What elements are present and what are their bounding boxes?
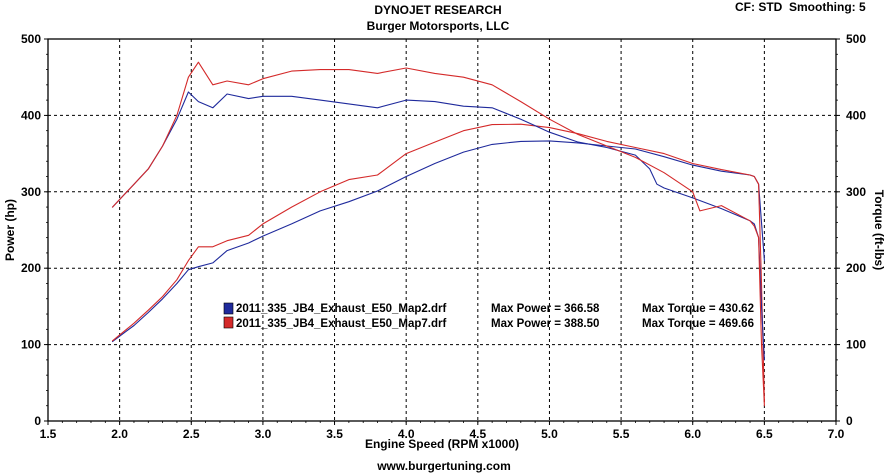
y-tick-label-right: 100	[846, 338, 866, 352]
legend-max-torque: Max Torque = 469.66	[642, 318, 754, 330]
x-tick-label: 6.0	[684, 427, 701, 441]
corner-info: CF: STD Smoothing: 5	[735, 0, 866, 14]
legend-max-power: Max Power = 388.50	[491, 318, 599, 330]
footer-url: www.burgertuning.com	[376, 459, 511, 473]
power-line-map2	[111, 140, 765, 343]
torque-line-map7	[111, 61, 765, 407]
legend-max-torque: Max Torque = 430.62	[642, 303, 754, 315]
x-tick-label: 3.5	[326, 427, 343, 441]
y-tick-label-left: 0	[34, 414, 41, 428]
chart-subtitle: Burger Motorsports, LLC	[367, 19, 510, 33]
y-axis-label-right: Torque (ft-lbs)	[872, 190, 886, 270]
power-line-map7	[111, 123, 765, 403]
legend-entry: 2011_335_JB4_Exhaust_E50_Map2.drf Max Po…	[223, 302, 754, 315]
legend-file-label: 2011_335_JB4_Exhaust_E50_Map7.drf	[236, 318, 447, 330]
legend-swatch-map2	[223, 302, 234, 315]
tick-labels: 1.5 2.0 2.5 3.0 3.5 4.0 4.5 5.0 5.5 6.0 6.5 7.00100…	[21, 32, 866, 441]
x-tick-label: 5.5	[613, 427, 630, 441]
y-tick-label-right: 300	[846, 185, 866, 199]
legend-max-power: Max Power = 366.58	[491, 303, 600, 315]
plot-frame	[47, 38, 837, 422]
y-tick-label-right: 500	[846, 32, 866, 46]
chart-title: DYNOJET RESEARCH	[374, 3, 501, 17]
x-tick-label: 6.5	[756, 427, 773, 441]
x-tick-label: 5.0	[541, 427, 558, 441]
x-tick-label: 4.0	[398, 427, 415, 441]
y-axis-label-left: Power (hp)	[3, 199, 17, 261]
legend-entry: 2011_335_JB4_Exhaust_E50_Map7.drf Max Po…	[223, 316, 754, 330]
y-tick-label-left: 500	[21, 32, 41, 46]
y-tick-label-left: 200	[21, 261, 41, 275]
x-tick-label: 2.5	[183, 427, 200, 441]
x-tick-label: 1.5	[40, 427, 57, 441]
x-tick-label: 2.0	[111, 427, 128, 441]
y-tick-label-right: 0	[846, 414, 853, 428]
y-tick-label-right: 400	[846, 108, 866, 122]
series-layer	[111, 61, 765, 407]
x-tick-label: 4.5	[469, 427, 486, 441]
torque-line-map2	[111, 91, 765, 361]
x-tick-label: 3.0	[255, 427, 272, 441]
legend: 2011_335_JB4_Exhaust_E50_Map2.drf Max Po…	[223, 302, 754, 330]
x-tick-label: 7.0	[828, 427, 845, 441]
y-tick-label-left: 100	[21, 338, 41, 352]
x-axis-label: Engine Speed (RPM x1000)	[365, 437, 519, 451]
legend-file-label: 2011_335_JB4_Exhaust_E50_Map2.drf	[236, 303, 447, 315]
legend-swatch-map7	[223, 316, 234, 329]
y-tick-label-right: 200	[846, 261, 866, 275]
y-tick-label-left: 400	[21, 108, 41, 122]
y-tick-label-left: 300	[21, 185, 41, 199]
